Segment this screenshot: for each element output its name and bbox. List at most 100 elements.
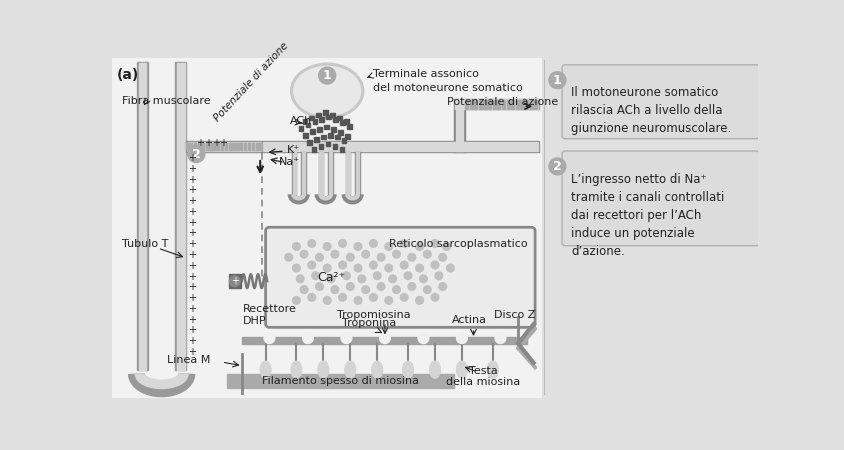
Bar	[213, 143, 215, 150]
Text: Ca²⁺: Ca²⁺	[316, 271, 344, 284]
Text: +: +	[188, 282, 196, 292]
Bar	[307, 140, 311, 145]
Circle shape	[263, 333, 274, 343]
Circle shape	[346, 283, 354, 290]
Bar	[469, 100, 472, 109]
Text: ACh: ACh	[289, 116, 312, 126]
Bar	[247, 143, 250, 150]
Bar	[229, 274, 241, 288]
Bar	[177, 63, 185, 370]
Bar	[292, 152, 295, 194]
Bar	[319, 117, 324, 122]
Bar	[220, 143, 223, 150]
Text: Terminale assonico
del motoneurone somatico: Terminale assonico del motoneurone somat…	[373, 69, 522, 93]
Circle shape	[229, 276, 240, 287]
Bar	[186, 143, 188, 150]
Bar	[479, 100, 481, 109]
Circle shape	[430, 261, 438, 269]
Bar	[346, 152, 349, 194]
Circle shape	[316, 283, 323, 290]
Circle shape	[346, 253, 354, 261]
Circle shape	[442, 243, 450, 250]
Bar	[302, 119, 307, 124]
Text: +: +	[188, 239, 196, 249]
Circle shape	[318, 67, 335, 84]
Text: Il motoneurone somatico
rilascia ACh a livello della
giunzione neuromuscolare.: Il motoneurone somatico rilascia ACh a l…	[571, 86, 731, 135]
Bar	[333, 144, 337, 148]
Text: +: +	[219, 138, 227, 148]
Bar	[240, 143, 242, 150]
Text: (a): (a)	[116, 68, 139, 82]
Text: Tropomiosina: Tropomiosina	[336, 310, 409, 320]
Circle shape	[373, 272, 381, 279]
Ellipse shape	[487, 361, 497, 378]
Text: +: +	[188, 336, 196, 346]
Text: Tubulo T: Tubulo T	[122, 239, 168, 249]
Bar	[330, 112, 334, 117]
Circle shape	[495, 333, 506, 343]
Circle shape	[354, 243, 361, 250]
Text: +: +	[211, 138, 219, 148]
Text: Troponina: Troponina	[342, 318, 396, 328]
Bar	[176, 62, 186, 370]
Text: +: +	[188, 218, 196, 228]
Bar	[327, 133, 333, 138]
Text: Fibra muscolare: Fibra muscolare	[122, 96, 210, 106]
FancyBboxPatch shape	[561, 65, 758, 139]
Circle shape	[379, 333, 390, 343]
Circle shape	[430, 239, 438, 247]
Bar	[225, 143, 227, 150]
Circle shape	[302, 333, 313, 343]
Bar	[252, 143, 254, 150]
Bar	[333, 117, 338, 122]
Bar	[291, 152, 296, 194]
Text: Recettore
DHP: Recettore DHP	[242, 304, 296, 326]
Bar	[311, 147, 316, 152]
Text: K⁺: K⁺	[286, 145, 299, 155]
Circle shape	[403, 272, 411, 279]
Circle shape	[187, 146, 204, 162]
Bar	[255, 143, 257, 150]
Ellipse shape	[290, 361, 301, 378]
Circle shape	[446, 264, 454, 272]
Bar	[464, 100, 468, 109]
Bar	[194, 143, 196, 150]
Circle shape	[385, 243, 392, 250]
Text: Linea M: Linea M	[167, 356, 210, 365]
Bar	[259, 143, 262, 150]
Text: +: +	[188, 229, 196, 238]
Bar	[300, 152, 306, 194]
Bar	[520, 100, 523, 109]
Text: +: +	[188, 293, 196, 303]
Circle shape	[419, 275, 427, 283]
Circle shape	[392, 286, 400, 293]
Text: +: +	[230, 276, 239, 286]
Text: +: +	[188, 347, 196, 357]
Circle shape	[292, 297, 300, 304]
Bar	[483, 100, 486, 109]
Text: +: +	[188, 315, 196, 324]
Circle shape	[400, 293, 408, 301]
Circle shape	[307, 261, 316, 269]
Circle shape	[400, 239, 408, 247]
Circle shape	[438, 283, 446, 290]
Text: +: +	[188, 164, 196, 174]
Circle shape	[323, 243, 331, 250]
Text: Potenziale di azione: Potenziale di azione	[212, 40, 290, 123]
Circle shape	[327, 275, 334, 283]
Bar	[338, 130, 342, 135]
Text: +: +	[188, 261, 196, 271]
Text: 1: 1	[552, 74, 561, 87]
Text: Reticolo sarcoplasmatico: Reticolo sarcoplasmatico	[388, 239, 527, 249]
Bar	[205, 143, 208, 150]
FancyBboxPatch shape	[561, 151, 758, 246]
Circle shape	[415, 264, 423, 272]
Bar	[347, 124, 351, 129]
Ellipse shape	[290, 63, 363, 119]
Circle shape	[316, 253, 323, 261]
Bar	[331, 127, 335, 132]
Bar	[202, 143, 203, 150]
Circle shape	[300, 286, 307, 293]
Bar	[262, 142, 538, 151]
Bar	[454, 109, 464, 152]
